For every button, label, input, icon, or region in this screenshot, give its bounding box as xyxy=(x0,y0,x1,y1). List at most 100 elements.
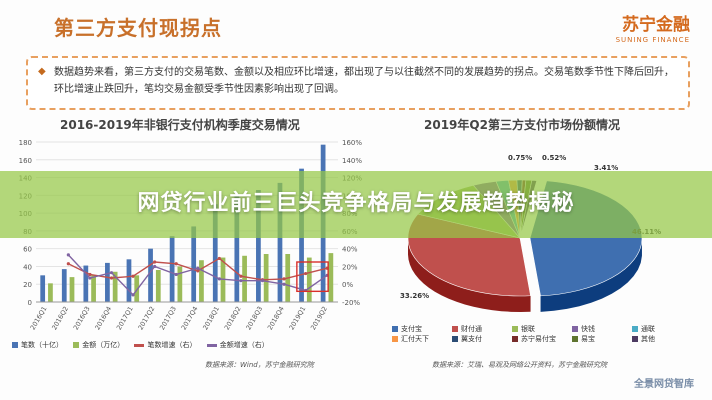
legend-swatch xyxy=(12,342,18,348)
line-point xyxy=(66,262,70,266)
x-tick-label: 2017Q2 xyxy=(137,305,157,331)
x-tick-label: 2019Q1 xyxy=(288,305,308,331)
y-tick-right: -20% xyxy=(342,299,360,307)
y-tick-left: 180 xyxy=(19,139,32,147)
line-point xyxy=(196,266,200,270)
y-tick-right: 20% xyxy=(342,263,358,271)
line-point xyxy=(174,272,178,277)
legend-item: 易宝 xyxy=(572,334,624,344)
line-point xyxy=(131,274,135,278)
bar xyxy=(83,265,89,302)
line-point xyxy=(109,271,114,275)
left-chart-legend: 笔数（十亿） 金额（万亿） 笔数增速（右） 金额增速（右） xyxy=(12,340,372,350)
legend-swatch xyxy=(206,343,217,347)
legend-item: 金额（万亿） xyxy=(73,340,124,350)
right-chart-source: 数据来源：艾瑞、易观及网络公开资料，苏宁金融研究院 xyxy=(432,361,607,369)
x-tick-label: 2018Q3 xyxy=(244,305,264,331)
legend-swatch xyxy=(392,326,398,332)
bar xyxy=(263,254,269,302)
bar xyxy=(212,204,218,302)
line-point xyxy=(153,264,157,269)
logo-en: SUNING FINANCE xyxy=(615,36,690,44)
bar xyxy=(199,260,204,302)
pie-data-label: 33.26% xyxy=(400,292,429,300)
line-point xyxy=(109,276,114,280)
y-tick-left: 0 xyxy=(28,299,32,307)
legend-label: 笔数增速（右） xyxy=(147,341,197,349)
bar xyxy=(169,236,175,302)
x-tick-label: 2017Q1 xyxy=(115,305,135,331)
x-tick-label: 2018Q2 xyxy=(223,305,243,331)
bar xyxy=(234,195,240,302)
x-tick-label: 2016Q4 xyxy=(93,305,113,331)
highlight-box xyxy=(296,261,329,293)
legend-label: 易宝 xyxy=(581,335,595,343)
y-tick-right: 0% xyxy=(342,281,353,289)
legend-swatch xyxy=(632,326,638,332)
legend-item: 快钱 xyxy=(572,324,624,334)
bar xyxy=(177,266,183,302)
left-chart-source: 数据来源：Wind，苏宁金融研究院 xyxy=(205,361,314,369)
legend-swatch xyxy=(134,343,145,347)
x-tick-label: 2016Q3 xyxy=(72,305,92,331)
legend-item: 汇付天下 xyxy=(392,334,444,344)
line-point xyxy=(217,256,221,261)
legend-swatch xyxy=(73,342,80,348)
headline-banner: 网贷行业前三巨头竞争格局与发展趋势揭秘 xyxy=(0,171,712,238)
x-tick-label: 2019Q2 xyxy=(309,305,329,331)
y-tick-right: 160% xyxy=(342,139,362,147)
bar xyxy=(105,262,110,302)
headline-text: 网贷行业前三巨头竞争格局与发展趋势揭秘 xyxy=(137,191,575,216)
legend-label: 支付宝 xyxy=(401,325,422,333)
legend-swatch xyxy=(452,326,458,332)
summary-box: ◆ 数据趋势来看，第三方支付的交易笔数、金额以及相应环比增速，都出现了与以往截然… xyxy=(26,56,690,110)
line-point xyxy=(66,253,70,257)
legend-label: 翼支付 xyxy=(461,335,482,343)
bar xyxy=(256,190,261,302)
right-chart-legend: 支付宝 财付通 银联 快钱 通联汇付天下 翼支付 苏宁易付宝 易宝 其他 xyxy=(392,324,692,344)
legend-swatch xyxy=(512,336,518,342)
suning-finance-logo: 苏宁金融 SUNING FINANCE xyxy=(616,10,690,44)
pie-data-label: 0.52% xyxy=(542,154,566,162)
bar xyxy=(48,283,53,302)
x-tick-label: 2016Q2 xyxy=(50,305,70,331)
legend-label: 苏宁易付宝 xyxy=(521,335,556,343)
legend-item: 支付宝 xyxy=(392,324,444,334)
line-point xyxy=(304,271,308,276)
bar xyxy=(69,277,75,302)
line-point xyxy=(196,269,200,273)
y-tick-right: 140% xyxy=(342,157,362,165)
x-tick-label: 2016Q1 xyxy=(29,305,49,331)
legend-swatch xyxy=(572,336,578,342)
line-point xyxy=(153,260,157,264)
line-point xyxy=(174,262,178,266)
legend-item: 财付通 xyxy=(452,324,504,334)
line-point xyxy=(282,277,286,281)
legend-label: 银联 xyxy=(521,325,535,333)
legend-item: 笔数增速（右） xyxy=(134,340,196,350)
legend-label: 通联 xyxy=(641,325,655,333)
bar xyxy=(306,257,312,302)
x-tick-label: 2017Q4 xyxy=(180,305,200,331)
legend-item: 笔数（十亿） xyxy=(12,340,63,350)
legend-label: 金额增速（右） xyxy=(219,341,269,349)
legend-item: 金额增速（右） xyxy=(206,340,269,350)
bar xyxy=(91,275,96,302)
legend-swatch xyxy=(512,326,518,332)
pie-slice-side xyxy=(540,239,642,312)
y-tick-right: 40% xyxy=(342,246,358,254)
right-chart-title: 2019年Q2第三方支付市场份额情况 xyxy=(424,118,620,132)
legend-swatch xyxy=(392,336,398,342)
bar xyxy=(328,253,334,302)
y-tick-left: 160 xyxy=(19,157,32,165)
bar xyxy=(112,271,118,302)
bar xyxy=(242,255,247,302)
pie-data-label: 3.41% xyxy=(594,164,618,172)
legend-item: 其他 xyxy=(632,334,684,344)
line-point xyxy=(260,279,265,283)
legend-swatch xyxy=(632,336,638,342)
line-point xyxy=(88,276,92,280)
x-tick-label: 2018Q1 xyxy=(201,305,221,331)
legend-label: 笔数（十亿） xyxy=(21,341,63,349)
legend-label: 金额（万亿） xyxy=(82,341,125,349)
